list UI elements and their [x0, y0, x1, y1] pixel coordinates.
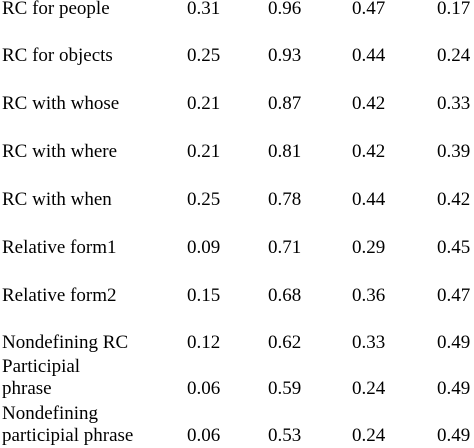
- row-label: RC for objects: [2, 45, 113, 66]
- value-cell: 0.17: [437, 0, 471, 19]
- value-cell: 0.21: [187, 141, 221, 162]
- value-cell: 0.68: [268, 285, 302, 306]
- value-cell: 0.47: [437, 285, 471, 306]
- row-label: RC with when: [2, 189, 112, 210]
- value-cell: 0.25: [187, 189, 221, 210]
- value-cell: 0.24: [437, 45, 471, 66]
- row-label: Nondefining RC: [2, 332, 129, 353]
- value-cell: 0.36: [352, 285, 386, 306]
- value-cell: 0.21: [187, 93, 221, 114]
- value-cell: 0.25: [187, 45, 221, 66]
- row-label: Relative form2: [2, 285, 117, 306]
- row-label: RC with whose: [2, 93, 120, 114]
- row-label-line1: Participial: [2, 356, 81, 377]
- row-label-line2: participial phrase: [2, 425, 134, 446]
- value-cell: 0.96: [268, 0, 302, 19]
- value-cell: 0.44: [352, 189, 386, 210]
- value-cell: 0.24: [352, 378, 386, 399]
- value-cell: 0.33: [437, 93, 471, 114]
- value-cell: 0.49: [437, 425, 471, 446]
- value-cell: 0.39: [437, 141, 471, 162]
- value-cell: 0.53: [268, 425, 302, 446]
- row-label: RC with where: [2, 141, 118, 162]
- row-label-line2: phrase: [2, 378, 52, 399]
- value-cell: 0.12: [187, 332, 221, 353]
- value-cell: 0.44: [352, 45, 386, 66]
- value-cell: 0.45: [437, 237, 471, 258]
- value-cell: 0.47: [352, 0, 386, 19]
- value-cell: 0.81: [268, 141, 302, 162]
- value-cell: 0.42: [352, 93, 386, 114]
- value-cell: 0.06: [187, 378, 221, 399]
- value-cell: 0.49: [437, 378, 471, 399]
- value-cell: 0.71: [268, 237, 302, 258]
- value-cell: 0.87: [268, 93, 302, 114]
- value-cell: 0.31: [187, 0, 221, 19]
- value-cell: 0.15: [187, 285, 221, 306]
- value-cell: 0.93: [268, 45, 302, 66]
- value-cell: 0.78: [268, 189, 302, 210]
- value-cell: 0.33: [352, 332, 386, 353]
- value-cell: 0.09: [187, 237, 221, 258]
- row-label: Relative form1: [2, 237, 117, 258]
- row-label: RC for people: [2, 0, 110, 19]
- value-cell: 0.29: [352, 237, 386, 258]
- value-cell: 0.42: [437, 189, 471, 210]
- value-cell: 0.42: [352, 141, 386, 162]
- value-cell: 0.62: [268, 332, 302, 353]
- value-cell: 0.59: [268, 378, 302, 399]
- row-label-line1: Nondefining: [2, 403, 99, 424]
- value-cell: 0.06: [187, 425, 221, 446]
- value-cell: 0.49: [437, 332, 471, 353]
- value-cell: 0.24: [352, 425, 386, 446]
